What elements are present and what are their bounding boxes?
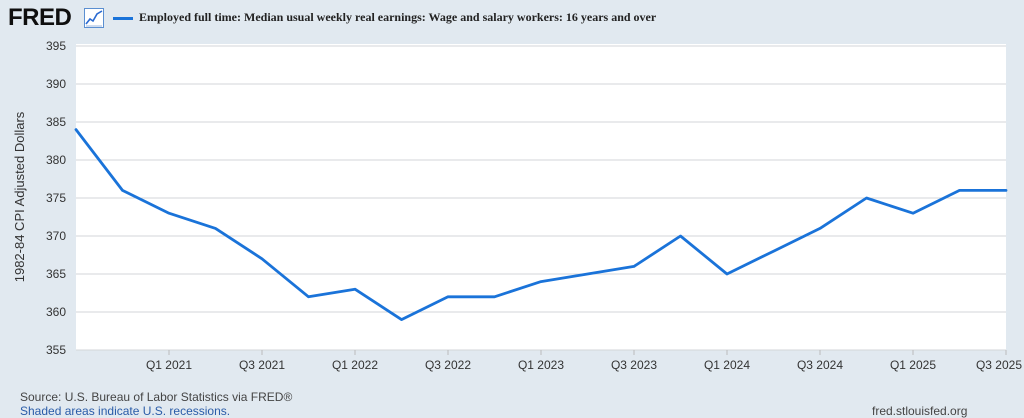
plot-area [76,44,1006,350]
recession-note[interactable]: Shaded areas indicate U.S. recessions. [20,404,231,418]
source-note: Source: U.S. Bureau of Labor Statistics … [20,390,293,404]
chart-header: FRED Employed full time: Median usual we… [0,0,1024,36]
x-tick-label: Q3 2025 [976,358,1022,372]
y-tick-label: 360 [46,305,66,319]
x-tick-label: Q3 2023 [611,358,657,372]
site-link[interactable]: fred.stlouisfed.org [872,404,968,418]
x-tick-label: Q1 2024 [704,358,750,372]
x-tick-label: Q1 2025 [890,358,936,372]
y-tick-label: 390 [46,77,66,91]
x-tick-label: Q1 2022 [332,358,378,372]
y-tick-label: 355 [46,343,66,357]
x-tick-label: Q1 2023 [518,358,564,372]
y-axis-ticks: 395 390 385 380 375 370 365 360 355 [46,39,66,357]
x-axis-ticks: Q1 2021 Q3 2021 Q1 2022 Q3 2022 Q1 2023 Q3 20… [146,350,1022,372]
graph-icon [84,8,104,28]
series-line[interactable] [74,128,1008,322]
y-tick-label: 365 [46,267,66,281]
y-tick-label: 395 [46,39,66,53]
x-tick-label: Q3 2022 [425,358,471,372]
y-tick-label: 380 [46,153,66,167]
x-tick-label: Q3 2021 [239,358,285,372]
y-axis-title: 1982-84 CPI Adjusted Dollars [12,111,27,282]
y-tick-label: 370 [46,229,66,243]
x-tick-label: Q3 2024 [797,358,843,372]
y-tick-label: 375 [46,191,66,205]
legend-label: Employed full time: Median usual weekly … [139,10,657,24]
fred-logo[interactable]: FRED [8,4,72,31]
legend-swatch [113,17,133,20]
y-tick-label: 385 [46,115,66,129]
x-tick-label: Q1 2021 [146,358,192,372]
